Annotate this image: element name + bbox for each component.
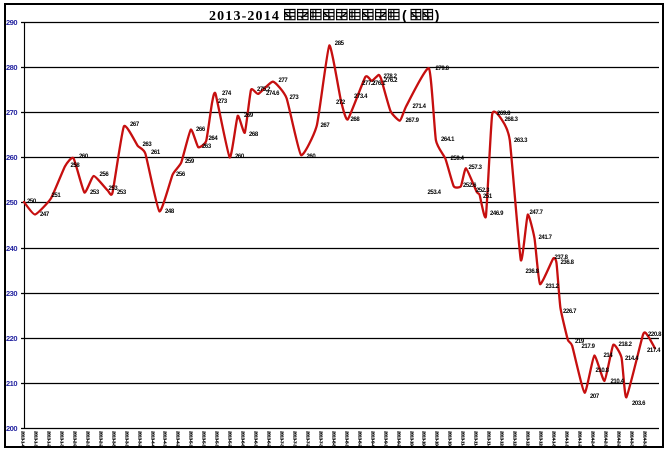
svg-text:2013-2014: 2013-2014 (209, 9, 280, 24)
svg-text:(: ( (402, 7, 407, 23)
svg-text:): ) (435, 7, 440, 23)
